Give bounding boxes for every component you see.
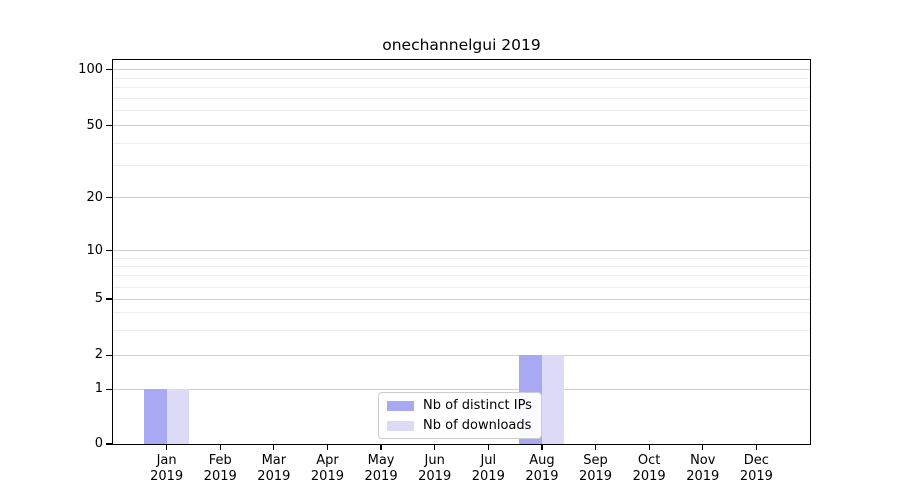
x-tick-label-month: Mar (261, 453, 287, 468)
x-tick-label: Jun 2019 (403, 453, 467, 485)
major-gridline (113, 388, 810, 390)
x-tick-label-year: 2019 (471, 469, 505, 484)
x-tick-label: Oct 2019 (617, 453, 681, 485)
legend: Nb of distinct IPs Nb of downloads (378, 392, 542, 439)
y-tick-mark (106, 443, 113, 445)
y-tick-mark (106, 69, 113, 71)
y-tick-label: 5 (94, 291, 103, 306)
major-gridline (113, 354, 810, 356)
x-tick-label-month: Dec (743, 453, 769, 468)
bar-downloads-aug (541, 355, 565, 444)
minor-gridline (113, 77, 810, 79)
y-tick-label: 100 (78, 61, 103, 77)
legend-swatch-icon (387, 400, 414, 411)
x-tick-label-month: Sep (583, 453, 608, 468)
x-tick-label-year: 2019 (310, 469, 344, 484)
minor-gridline (113, 257, 810, 259)
y-tick-label: 2 (94, 347, 103, 363)
x-tick-mark (434, 444, 436, 450)
x-tick-mark (755, 444, 757, 450)
x-tick-label-year: 2019 (364, 469, 398, 484)
y-tick-label: 1 (94, 381, 103, 397)
minor-gridline (113, 98, 810, 99)
x-tick-label-year: 2019 (578, 469, 613, 484)
x-tick-mark (219, 444, 221, 450)
x-tick-label: Nov 2019 (671, 453, 735, 485)
x-tick-label-year: 2019 (632, 469, 666, 484)
y-tick-mark (106, 125, 113, 127)
legend-swatch-icon (387, 420, 414, 431)
legend-label: Nb of downloads (423, 418, 532, 433)
major-gridline (113, 197, 810, 199)
minor-gridline (113, 275, 810, 277)
x-tick-label: Feb 2019 (188, 453, 252, 485)
x-tick-label-month: Feb (208, 453, 232, 468)
x-tick-label-year: 2019 (150, 469, 184, 484)
major-gridline (113, 298, 810, 300)
y-tick-label: 0 (94, 436, 103, 451)
minor-gridline (113, 312, 810, 314)
x-tick-label-year: 2019 (525, 469, 559, 484)
x-tick-mark (166, 444, 168, 450)
chart-title: onechannelgui 2019 (382, 36, 541, 54)
minor-gridline (113, 142, 810, 144)
x-tick-label-month: Aug (529, 453, 555, 468)
x-tick-label-month: Jan (156, 453, 177, 468)
plot-area (112, 59, 811, 445)
x-tick-label-month: Jul (480, 453, 497, 468)
x-tick-label-year: 2019 (418, 469, 452, 484)
x-tick-mark (487, 444, 489, 450)
x-tick-label: Mar 2019 (242, 453, 306, 485)
x-tick-label: Dec 2019 (724, 453, 788, 485)
y-tick-mark (106, 197, 113, 199)
y-tick-mark (106, 298, 113, 300)
major-gridline (113, 250, 810, 252)
y-tick-label: 10 (86, 242, 103, 258)
x-tick-mark (594, 444, 597, 450)
x-tick-label-month: Apr (316, 453, 339, 468)
x-tick-label: Jul 2019 (456, 453, 520, 485)
x-tick-label-year: 2019 (257, 469, 291, 484)
x-tick-mark (702, 444, 704, 450)
x-tick-label: Aug 2019 (510, 453, 574, 485)
bar-distinct-ips-jan (144, 389, 167, 444)
x-tick-label-month: Oct (637, 453, 661, 468)
legend-label: Nb of distinct IPs (423, 398, 532, 413)
x-tick-label: Jan 2019 (135, 453, 199, 485)
y-tick-mark (106, 388, 113, 390)
x-tick-mark (648, 444, 650, 450)
x-tick-label-month: Nov (690, 453, 716, 468)
major-gridline (113, 69, 810, 71)
y-tick-label: 20 (86, 189, 103, 205)
x-tick-label: Sep 2019 (564, 453, 628, 485)
x-tick-label-year: 2019 (203, 469, 237, 484)
x-tick-mark (541, 444, 543, 450)
x-tick-label: Apr 2019 (295, 453, 359, 485)
y-tick-mark (106, 354, 113, 356)
legend-row: Nb of distinct IPs (387, 397, 533, 414)
x-tick-label-month: Jun (424, 453, 445, 468)
minor-gridline (113, 330, 810, 332)
minor-gridline (113, 87, 810, 89)
x-tick-mark (326, 444, 329, 450)
x-tick-label-month: May (367, 453, 395, 468)
y-tick-label: 50 (86, 117, 103, 133)
x-tick-label-year: 2019 (686, 469, 720, 484)
major-gridline (113, 125, 810, 127)
legend-row: Nb of downloads (387, 417, 533, 434)
minor-gridline (113, 110, 810, 112)
minor-gridline (113, 265, 810, 267)
x-tick-mark (380, 444, 382, 450)
minor-gridline (113, 286, 810, 288)
x-tick-label: May 2019 (349, 453, 413, 485)
x-tick-mark (273, 444, 275, 450)
x-tick-label-year: 2019 (739, 469, 773, 484)
bar-downloads-jan (166, 389, 190, 444)
y-tick-mark (106, 250, 113, 252)
minor-gridline (113, 165, 810, 167)
